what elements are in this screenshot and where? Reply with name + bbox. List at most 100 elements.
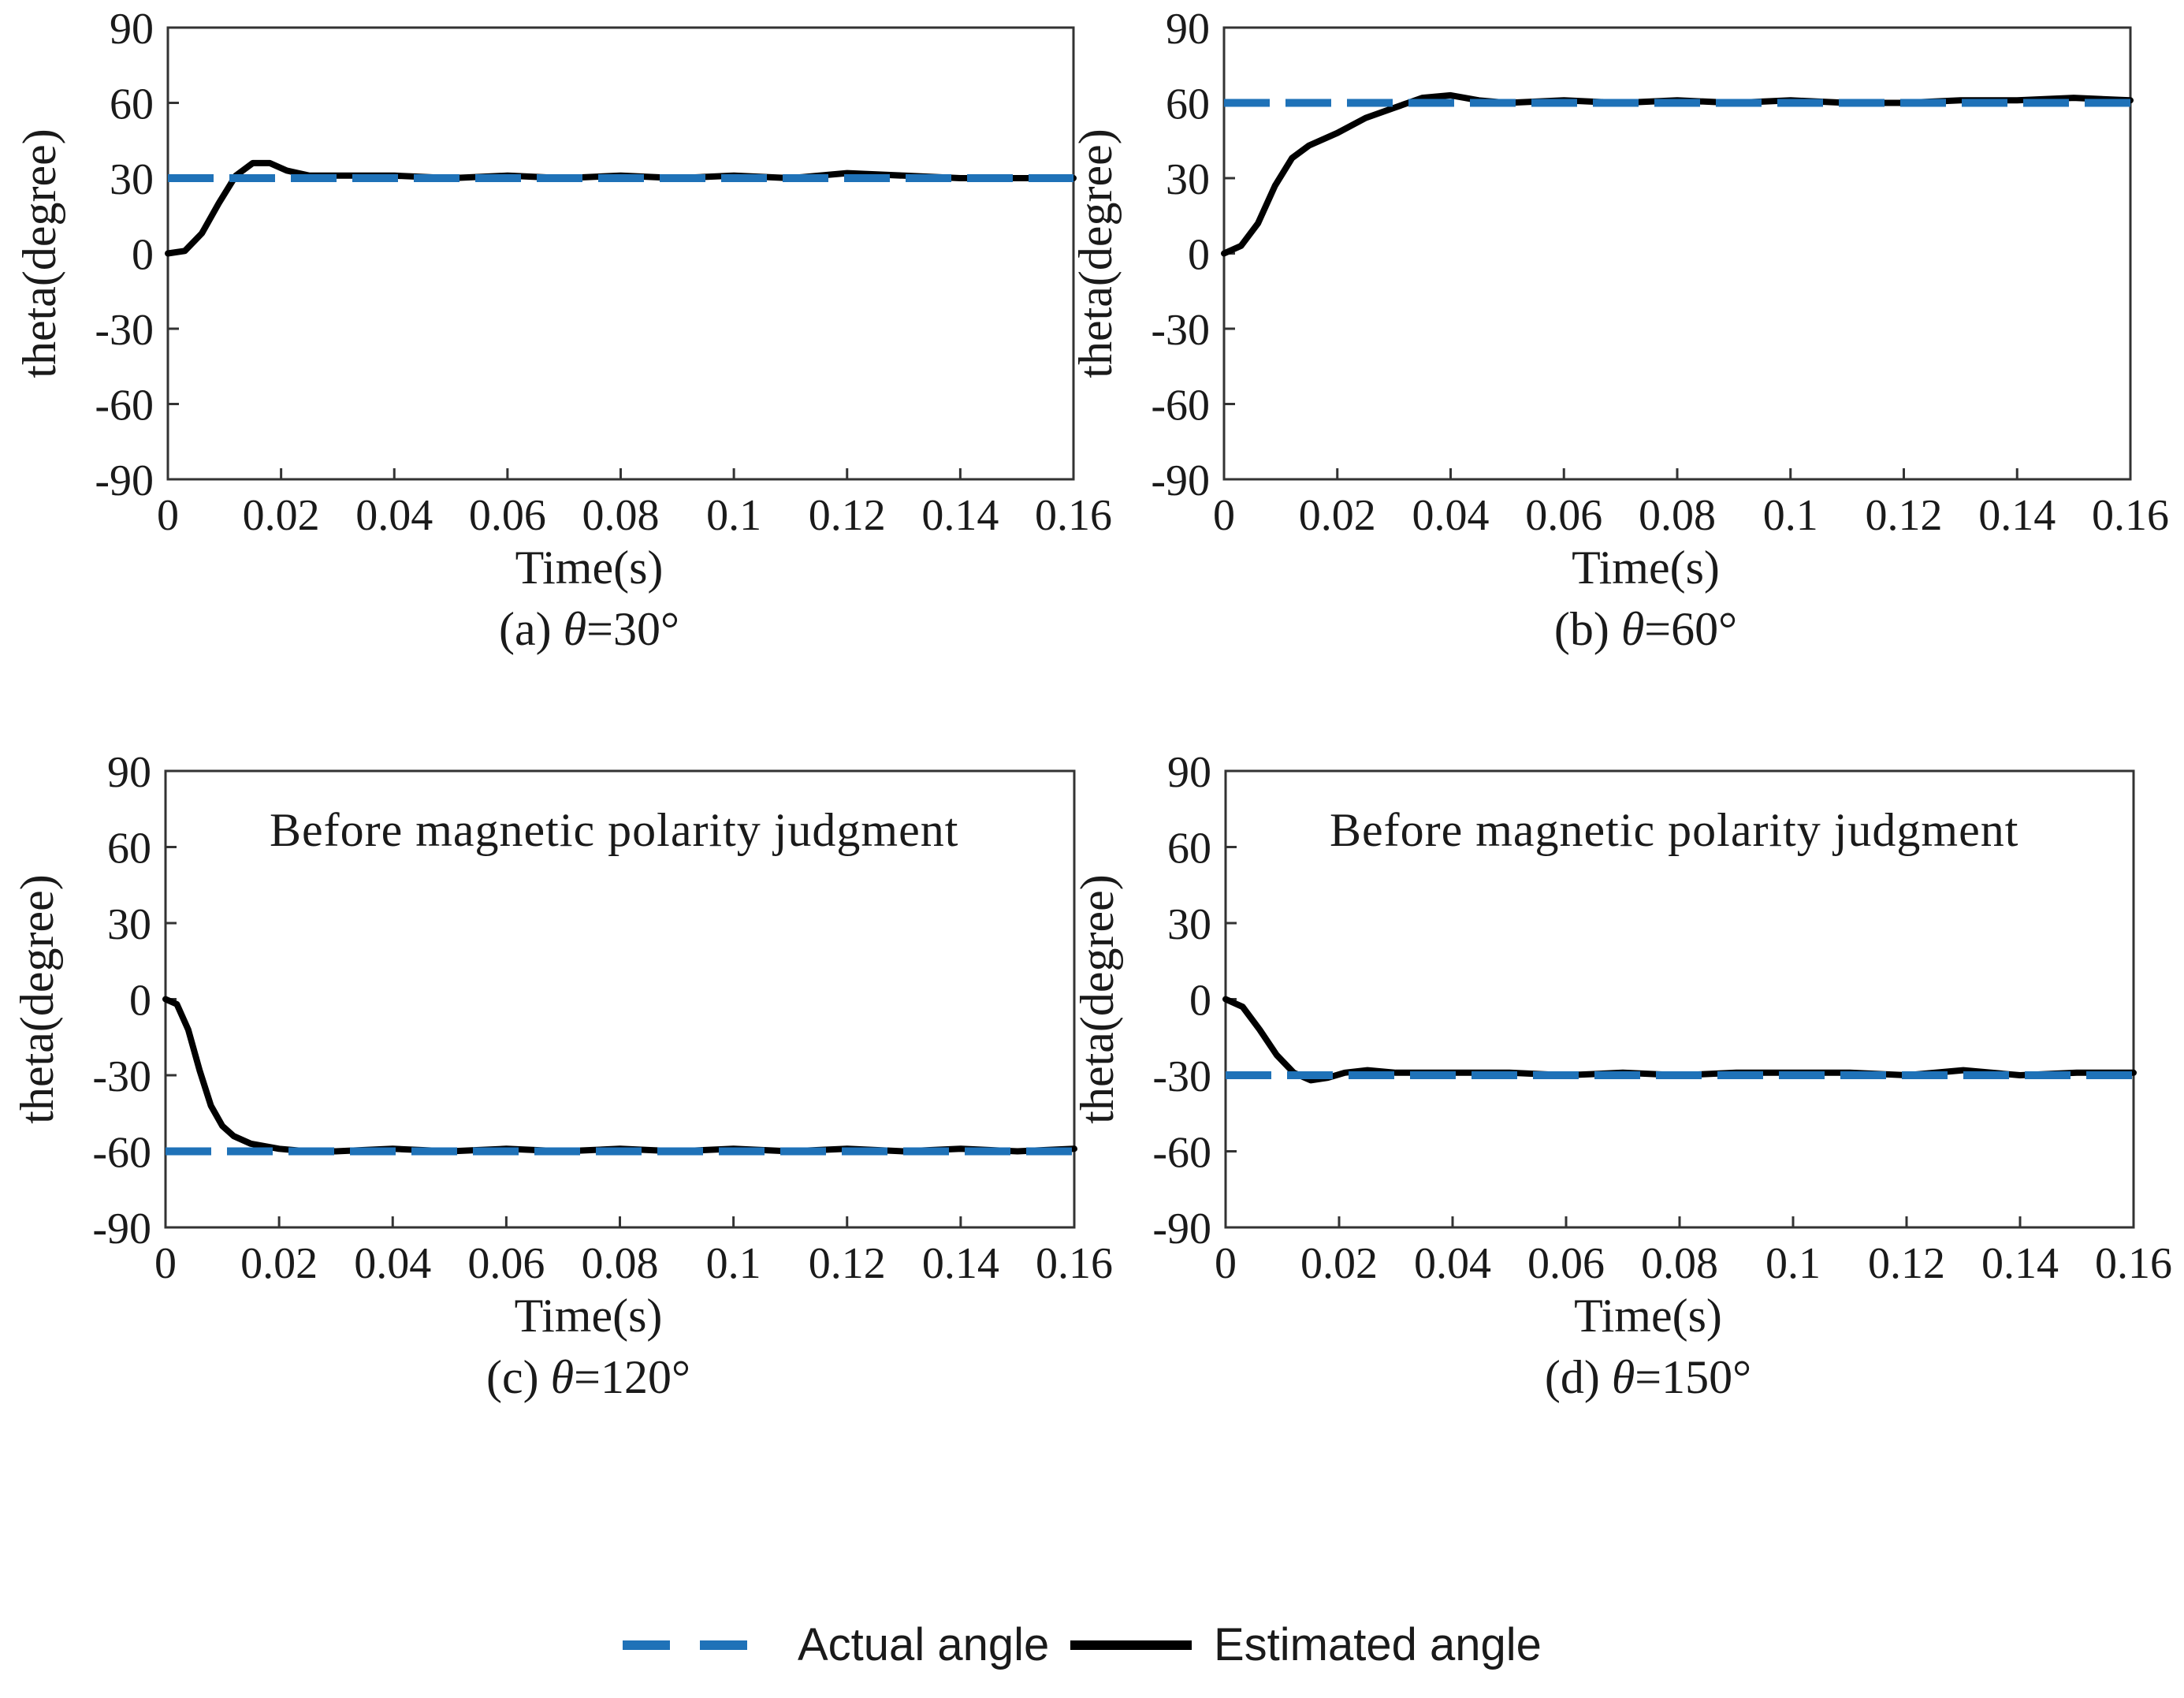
panel-caption: (b) θ=60°: [1554, 603, 1737, 655]
y-tick-label: 0: [132, 231, 154, 280]
y-tick-label: 90: [1167, 748, 1211, 797]
y-tick-label: 90: [1166, 5, 1210, 54]
x-tick-label: 0.14: [922, 1239, 999, 1288]
y-tick-label: -90: [95, 456, 154, 505]
x-tick-label: 0.02: [240, 1239, 318, 1288]
caption-symbol: θ: [1612, 1351, 1635, 1403]
caption-prefix: (a): [499, 603, 564, 655]
caption-suffix: =30°: [586, 603, 679, 655]
x-tick-label: 0.16: [1035, 491, 1112, 540]
panel-caption: (c) θ=120°: [486, 1351, 690, 1403]
y-tick-label: 30: [110, 155, 154, 204]
x-tick-label: 0.08: [1639, 491, 1716, 540]
x-tick-label: 0.12: [809, 491, 886, 540]
x-tick-label: 0.16: [2092, 491, 2169, 540]
x-tick-label: 0.12: [1866, 491, 1943, 540]
caption-symbol: θ: [564, 603, 586, 655]
x-tick-label: 0.12: [809, 1239, 886, 1288]
y-tick-label: 60: [107, 825, 151, 873]
y-tick-label: -30: [92, 1052, 151, 1101]
x-tick-label: 0.14: [921, 491, 999, 540]
y-tick-label: 60: [1166, 80, 1210, 129]
y-tick-label: -90: [1152, 1205, 1211, 1253]
x-axis-label: Time(s): [515, 1290, 663, 1342]
panel-caption: (a) θ=30°: [499, 603, 679, 655]
caption-suffix: =150°: [1635, 1351, 1751, 1403]
x-tick-label: 0: [157, 491, 179, 540]
y-tick-label: -90: [92, 1205, 151, 1253]
y-axis-label: theta(degree): [1071, 874, 1123, 1123]
y-tick-label: -30: [1152, 1052, 1211, 1101]
caption-prefix: (c): [486, 1351, 551, 1403]
x-tick-label: 0.02: [1300, 1239, 1378, 1288]
x-tick-label: 0.02: [1299, 491, 1376, 540]
legend: Actual angle Estimated angle: [623, 1619, 1542, 1670]
x-tick-label: 0.06: [1527, 1239, 1605, 1288]
caption-suffix: =60°: [1644, 603, 1737, 655]
plot-frame: [166, 26, 1075, 481]
x-tick-label: 0.12: [1868, 1239, 1945, 1288]
caption-prefix: (d): [1545, 1351, 1612, 1403]
x-tick-label: 0.04: [1414, 1239, 1491, 1288]
x-tick-label: 0.1: [1763, 491, 1818, 540]
x-tick-label: 0.1: [1765, 1239, 1821, 1288]
y-tick-label: -60: [1151, 382, 1210, 430]
x-tick-label: 0.04: [354, 1239, 431, 1288]
y-tick-label: 30: [1166, 155, 1210, 204]
x-tick-label: 0.08: [582, 491, 660, 540]
x-tick-label: 0.16: [2095, 1239, 2172, 1288]
y-tick-label: 60: [110, 80, 154, 129]
y-axis-label: theta(degree): [13, 128, 65, 378]
x-axis-label: Time(s): [1574, 1290, 1722, 1342]
x-tick-label: 0.1: [706, 1239, 761, 1288]
caption-symbol: θ: [1621, 603, 1644, 655]
caption-symbol: θ: [551, 1351, 574, 1403]
caption-prefix: (b): [1554, 603, 1621, 655]
x-axis-label: Time(s): [515, 542, 664, 594]
x-tick-label: 0.06: [467, 1239, 545, 1288]
x-tick-label: 0.04: [355, 491, 433, 540]
x-tick-label: 0.14: [1978, 491, 2056, 540]
panel-annotation: Before magnetic polarity judgment: [1330, 804, 2018, 856]
caption-suffix: =120°: [574, 1351, 690, 1403]
y-axis-label: theta(degree): [1070, 128, 1122, 378]
x-tick-label: 0.06: [469, 491, 546, 540]
y-tick-label: 30: [107, 900, 151, 949]
x-axis-label: Time(s): [1572, 542, 1720, 594]
legend-label-estimated: Estimated angle: [1214, 1619, 1542, 1670]
y-tick-label: 0: [129, 977, 151, 1026]
y-tick-label: -60: [95, 382, 154, 430]
y-tick-label: 90: [107, 748, 151, 797]
x-tick-label: 0: [1213, 491, 1235, 540]
x-tick-label: 0.06: [1525, 491, 1602, 540]
x-tick-label: 0: [154, 1239, 177, 1288]
y-tick-label: 30: [1167, 900, 1211, 949]
x-tick-label: 0.08: [1641, 1239, 1718, 1288]
estimated-angle-line: [1222, 996, 2137, 1084]
y-tick-label: 90: [110, 5, 154, 54]
x-tick-label: 0.02: [243, 491, 320, 540]
legend-label-actual: Actual angle: [798, 1619, 1049, 1670]
y-axis-label: theta(degree): [11, 874, 63, 1123]
y-tick-label: -30: [95, 306, 154, 355]
y-tick-label: -60: [1152, 1129, 1211, 1178]
x-tick-label: 0: [1215, 1239, 1237, 1288]
y-tick-label: 0: [1189, 977, 1211, 1026]
x-tick-label: 0.1: [706, 491, 761, 540]
estimated-angle-line: [1221, 91, 2134, 257]
x-tick-label: 0.14: [1981, 1239, 2059, 1288]
x-tick-label: 0.04: [1412, 491, 1490, 540]
panel-caption: (d) θ=150°: [1545, 1351, 1751, 1403]
panel-annotation: Before magnetic polarity judgment: [270, 804, 958, 856]
x-tick-label: 0.08: [582, 1239, 659, 1288]
x-tick-label: 0.16: [1036, 1239, 1113, 1288]
y-tick-label: -30: [1151, 306, 1210, 355]
plot-frame: [1222, 26, 2132, 481]
y-tick-label: -60: [92, 1129, 151, 1178]
y-tick-label: -90: [1151, 456, 1210, 505]
